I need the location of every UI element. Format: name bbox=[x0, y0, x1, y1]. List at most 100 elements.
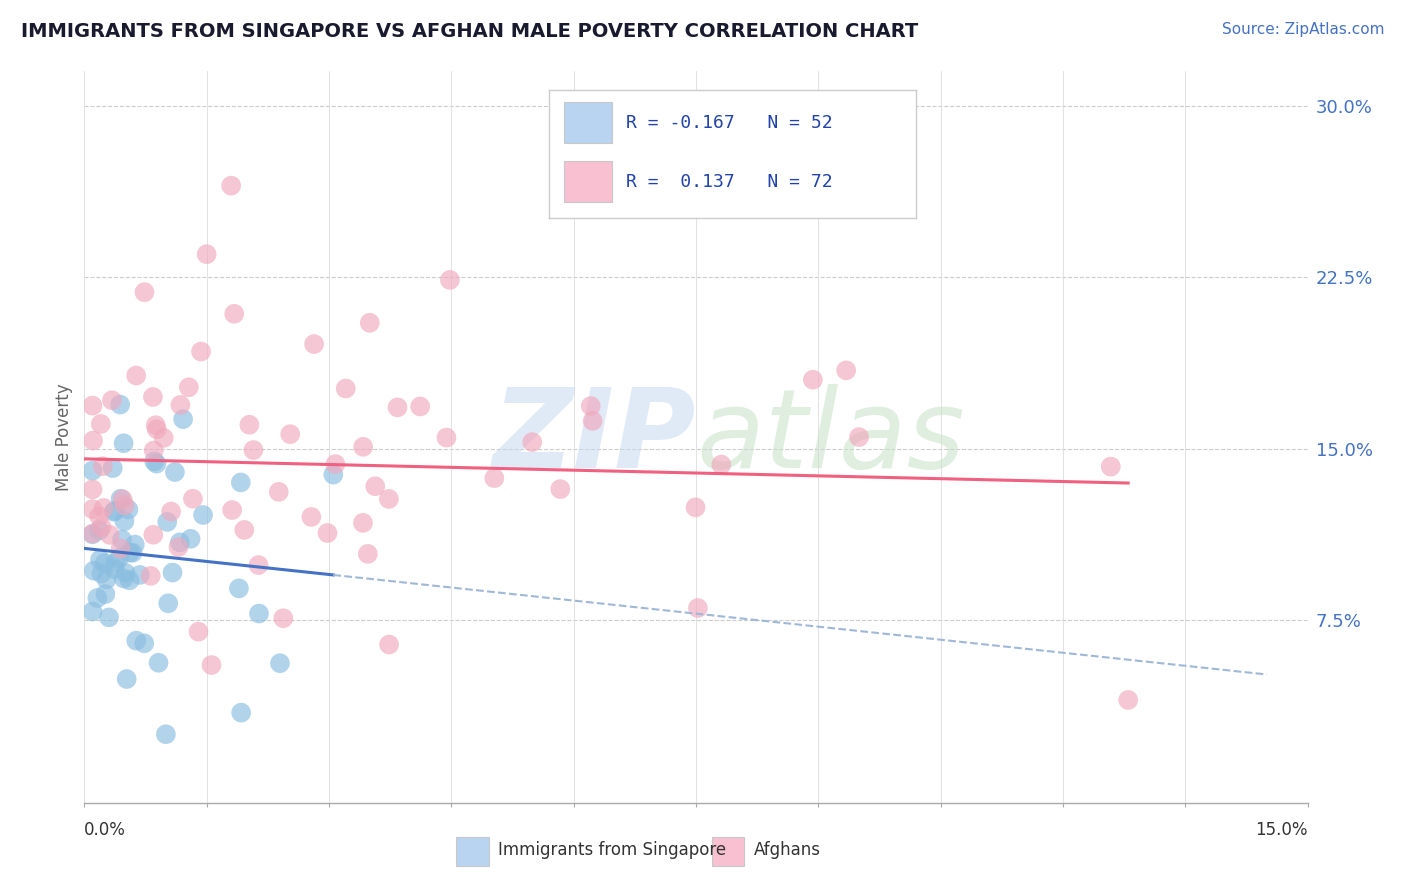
Point bbox=[172, 412, 194, 426]
Point bbox=[98, 528, 121, 542]
Point bbox=[142, 528, 165, 542]
Point bbox=[146, 422, 169, 436]
Point bbox=[359, 316, 381, 330]
Point bbox=[87, 509, 110, 524]
Point bbox=[357, 547, 380, 561]
Point bbox=[686, 601, 709, 615]
Text: IMMIGRANTS FROM SINGAPORE VS AFGHAN MALE POVERTY CORRELATION CHART: IMMIGRANTS FROM SINGAPORE VS AFGHAN MALE… bbox=[21, 22, 918, 41]
Point bbox=[134, 636, 156, 650]
Point bbox=[352, 440, 374, 454]
Point bbox=[152, 431, 174, 445]
Point bbox=[114, 566, 136, 580]
Point bbox=[117, 502, 139, 516]
Point bbox=[82, 502, 104, 516]
Point bbox=[143, 454, 166, 468]
Point bbox=[82, 399, 104, 413]
Point bbox=[325, 457, 347, 471]
Point bbox=[101, 461, 124, 475]
Point bbox=[190, 344, 212, 359]
Point bbox=[219, 178, 242, 193]
Point bbox=[167, 540, 190, 554]
Point bbox=[436, 431, 458, 445]
Point bbox=[200, 658, 222, 673]
Point bbox=[139, 569, 162, 583]
Point bbox=[322, 467, 344, 482]
Text: 0.0%: 0.0% bbox=[84, 821, 127, 839]
Point bbox=[111, 533, 134, 547]
Point bbox=[231, 706, 253, 720]
Point bbox=[387, 401, 409, 415]
Point bbox=[89, 524, 111, 538]
Point bbox=[710, 458, 733, 472]
Point bbox=[103, 505, 125, 519]
Point bbox=[157, 596, 180, 610]
Point bbox=[267, 484, 290, 499]
Point bbox=[83, 564, 105, 578]
Point bbox=[848, 430, 870, 444]
Point bbox=[685, 500, 707, 515]
Point bbox=[89, 552, 111, 566]
Text: Source: ZipAtlas.com: Source: ZipAtlas.com bbox=[1222, 22, 1385, 37]
Point bbox=[233, 523, 256, 537]
Point bbox=[110, 491, 132, 506]
Point bbox=[114, 514, 136, 528]
Point bbox=[160, 505, 183, 519]
Text: ZIP: ZIP bbox=[492, 384, 696, 491]
Point bbox=[121, 546, 143, 560]
Point bbox=[169, 398, 191, 412]
Point bbox=[155, 727, 177, 741]
Point bbox=[409, 400, 432, 414]
Point bbox=[1099, 459, 1122, 474]
Y-axis label: Male Poverty: Male Poverty bbox=[55, 384, 73, 491]
Point bbox=[142, 443, 165, 458]
Point bbox=[82, 464, 104, 478]
Point bbox=[108, 398, 131, 412]
Point bbox=[97, 610, 120, 624]
Point bbox=[148, 656, 170, 670]
Point bbox=[96, 572, 118, 586]
Point bbox=[191, 508, 214, 522]
Point bbox=[94, 556, 117, 570]
Point bbox=[247, 558, 270, 572]
Point bbox=[169, 535, 191, 549]
Point bbox=[177, 380, 200, 394]
Point bbox=[114, 499, 136, 513]
Point bbox=[101, 393, 124, 408]
Point bbox=[82, 527, 104, 541]
Point bbox=[108, 551, 131, 566]
Point bbox=[125, 633, 148, 648]
Point bbox=[112, 436, 135, 450]
Point bbox=[364, 479, 387, 493]
Point bbox=[82, 434, 104, 448]
Point bbox=[187, 624, 209, 639]
Point bbox=[195, 247, 218, 261]
Point bbox=[163, 465, 186, 479]
Point bbox=[93, 500, 115, 515]
Point bbox=[145, 418, 167, 433]
Point bbox=[181, 491, 204, 506]
Point bbox=[221, 503, 243, 517]
Point bbox=[242, 443, 264, 458]
Point bbox=[278, 427, 301, 442]
Point bbox=[90, 520, 112, 534]
Point bbox=[180, 532, 202, 546]
Point bbox=[103, 504, 125, 518]
Point bbox=[86, 591, 108, 605]
Point bbox=[316, 526, 339, 541]
Point bbox=[352, 516, 374, 530]
Point bbox=[104, 562, 127, 576]
Point bbox=[247, 607, 270, 621]
Point bbox=[378, 491, 401, 506]
Point bbox=[378, 638, 401, 652]
Point bbox=[162, 566, 184, 580]
Point bbox=[302, 337, 325, 351]
Point bbox=[90, 417, 112, 431]
Point bbox=[145, 457, 167, 471]
Point bbox=[124, 537, 146, 551]
Point bbox=[111, 492, 134, 507]
Point bbox=[104, 556, 127, 570]
Point bbox=[224, 307, 246, 321]
Point bbox=[128, 568, 150, 582]
Point bbox=[548, 482, 571, 496]
Point bbox=[90, 566, 112, 581]
